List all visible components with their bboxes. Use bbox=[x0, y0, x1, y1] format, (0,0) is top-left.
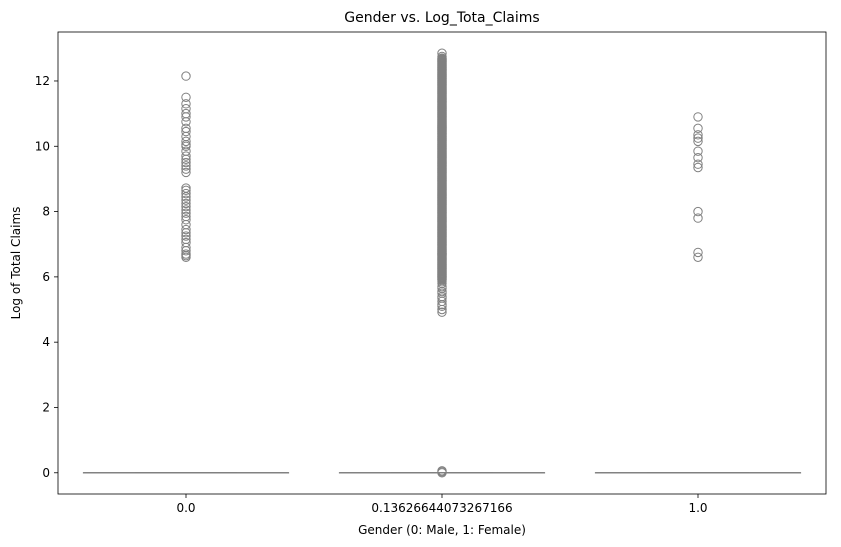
outlier-point bbox=[181, 136, 191, 147]
outlier-point bbox=[181, 198, 191, 209]
x-tick-label: 1.0 bbox=[688, 501, 707, 515]
outlier-point bbox=[693, 133, 703, 143]
outlier-point bbox=[693, 159, 703, 169]
outlier-point bbox=[181, 117, 191, 127]
box-group-2 bbox=[594, 112, 802, 474]
outlier-point bbox=[693, 247, 703, 258]
outlier-point bbox=[693, 162, 703, 173]
outlier-point bbox=[437, 466, 447, 476]
outlier-point bbox=[181, 208, 191, 218]
outlier-point bbox=[181, 249, 191, 259]
y-tick-label: 4 bbox=[42, 335, 50, 349]
outlier-point bbox=[181, 99, 191, 109]
box-group-0 bbox=[82, 71, 290, 474]
outlier-point bbox=[181, 92, 191, 103]
outlier-point bbox=[181, 237, 191, 248]
outlier-point bbox=[181, 231, 191, 241]
outlier-point bbox=[181, 71, 191, 81]
outlier-point bbox=[437, 277, 447, 287]
x-axis-label: Gender (0: Male, 1: Female) bbox=[358, 523, 526, 537]
outlier-point bbox=[437, 281, 447, 292]
outlier-point bbox=[181, 219, 191, 230]
outlier-point bbox=[181, 161, 191, 171]
outlier-point bbox=[181, 215, 191, 225]
outlier-point bbox=[181, 146, 191, 156]
plot-marks bbox=[82, 48, 802, 478]
outlier-point bbox=[693, 213, 703, 223]
outlier-point bbox=[181, 151, 191, 161]
outlier-point bbox=[181, 224, 191, 235]
outlier-point bbox=[181, 201, 191, 212]
y-tick-label: 10 bbox=[35, 139, 50, 153]
outlier-point bbox=[181, 211, 191, 222]
y-tick-label: 2 bbox=[42, 400, 50, 414]
outlier-point bbox=[181, 126, 191, 137]
chart-title: Gender vs. Log_Tota_Claims bbox=[344, 10, 539, 26]
outlier-point bbox=[693, 123, 703, 134]
outlier-point bbox=[181, 157, 191, 168]
outlier-point bbox=[181, 167, 191, 178]
outlier-point bbox=[437, 307, 447, 317]
outlier-point bbox=[181, 123, 191, 134]
y-tick-label: 6 bbox=[42, 270, 50, 284]
x-tick-label: 0.13626644073267166 bbox=[371, 501, 512, 515]
outlier-point bbox=[693, 136, 703, 147]
x-axis: 0.0 0.13626644073267166 1.0 bbox=[176, 494, 708, 515]
outlier-point bbox=[181, 131, 191, 142]
outlier-point bbox=[181, 234, 191, 245]
outlier-point bbox=[693, 252, 703, 262]
outlier-point bbox=[181, 164, 191, 174]
outlier-point bbox=[693, 130, 703, 140]
outlier-point bbox=[181, 188, 191, 199]
y-axis: 0 2 4 6 8 10 12 bbox=[35, 74, 58, 480]
outlier-point bbox=[693, 112, 703, 122]
outlier-point bbox=[181, 183, 191, 193]
box-group-1 bbox=[338, 48, 546, 478]
outlier-point bbox=[181, 185, 191, 196]
outlier-point bbox=[181, 205, 191, 215]
outlier-point bbox=[693, 153, 703, 163]
outlier-point bbox=[437, 51, 447, 62]
outlier-point bbox=[181, 108, 191, 119]
outlier-point bbox=[693, 146, 703, 156]
outlier-point bbox=[181, 104, 191, 114]
x-tick-label: 0.0 bbox=[176, 501, 195, 515]
y-tick-label: 12 bbox=[35, 74, 50, 88]
outlier-point bbox=[437, 48, 447, 58]
y-axis-label: Log of Total Claims bbox=[9, 207, 23, 320]
y-tick-label: 8 bbox=[42, 205, 50, 219]
outlier-point bbox=[181, 195, 191, 205]
y-tick-label: 0 bbox=[42, 466, 50, 480]
outlier-point bbox=[693, 206, 703, 217]
